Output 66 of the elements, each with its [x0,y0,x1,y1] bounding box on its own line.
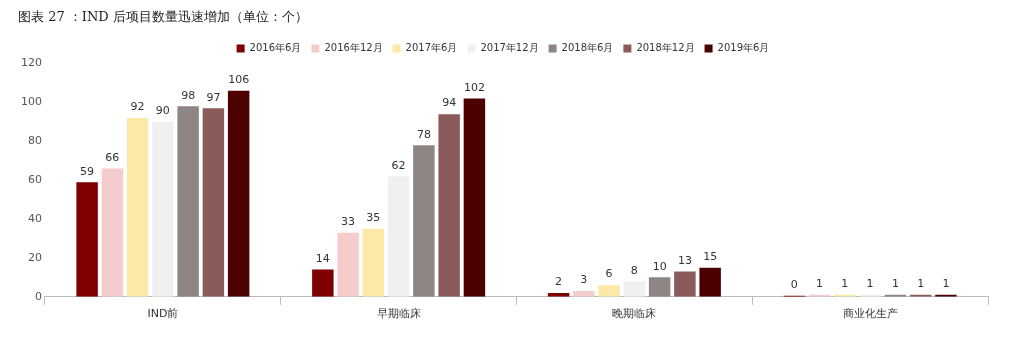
data-label: 59 [80,164,95,178]
data-label: 13 [677,253,692,267]
data-label: 97 [206,90,221,104]
data-label: 106 [228,73,250,87]
data-label: 10 [652,259,667,273]
legend-label: 2016年12月 [324,42,383,54]
data-label: 102 [463,80,485,94]
legend-label: 2019年6月 [717,42,770,54]
bar [598,285,620,297]
data-label: 1 [841,277,849,291]
data-label: 1 [917,277,925,291]
x-tick-label: 商业化生产 [842,307,898,321]
bar [202,108,225,297]
data-label: 6 [605,267,613,281]
bar [648,277,671,297]
y-tick-label: 20 [28,250,42,264]
data-label: 62 [391,158,406,172]
y-tick-label: 0 [35,289,42,303]
data-label: 3 [580,273,588,287]
data-label: 92 [130,100,145,114]
y-tick-label: 120 [21,56,42,70]
bar [177,106,199,297]
bar [227,90,250,297]
bar [699,267,721,297]
data-label: 8 [630,263,638,277]
legend-label: 2017年6月 [405,42,458,54]
bar [387,176,410,297]
data-label: 66 [105,150,120,164]
x-tick-label: 早期临床 [376,307,421,321]
data-label: 35 [366,211,381,225]
bar [463,98,486,297]
data-label: 94 [442,96,457,110]
data-label: 2 [555,275,563,289]
x-tick-label: 晚期临床 [612,307,657,321]
chart-title: 图表 27 ：IND 后项目数量迅速增加（单位：个） [18,9,308,25]
bar [362,228,385,297]
x-tick-label: IND前 [147,307,179,321]
data-label: 14 [315,251,330,265]
y-tick-label: 80 [28,134,42,148]
bar [674,271,696,297]
bar [126,118,149,297]
data-label: 1 [891,277,899,291]
bar [623,281,646,297]
data-label: 1 [942,277,950,291]
legend-label: 2016年6月 [249,42,302,54]
data-label: 0 [790,278,798,292]
bar [152,121,174,297]
bar [101,168,124,297]
data-label: 78 [416,127,431,141]
bar [438,114,460,297]
bar [337,232,359,297]
y-tick-label: 60 [28,173,42,187]
y-tick-label: 40 [28,211,42,225]
legend-label: 2018年6月 [561,42,614,54]
data-label: 1 [816,277,824,291]
data-label: 90 [155,104,170,118]
bar [312,269,334,297]
bar [413,145,435,297]
bar [76,182,98,297]
legend-label: 2018年12月 [636,42,695,54]
legend-label: 2017年12月 [480,42,539,54]
data-label: 33 [341,215,356,229]
y-tick-label: 100 [21,95,42,109]
data-label: 15 [703,250,718,264]
data-label: 1 [866,277,874,291]
data-label: 98 [181,88,196,102]
